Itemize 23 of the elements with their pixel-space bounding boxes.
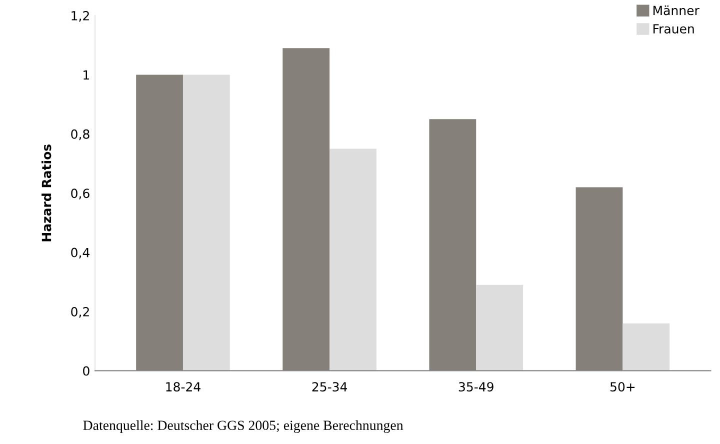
legend-label: Männer: [653, 6, 700, 16]
bar: [330, 148, 376, 371]
x-tick-label: 35-49: [458, 382, 494, 392]
bar: [576, 187, 623, 371]
bar: [136, 74, 183, 371]
y-tick-label: 0,6: [71, 188, 90, 200]
y-tick-label: 0,8: [71, 129, 90, 140]
x-tick-label: 18-24: [166, 382, 200, 392]
x-tick-label: 50+: [610, 382, 635, 392]
x-tick-label: 25-34: [312, 382, 348, 392]
y-axis-title: Hazard Ratios: [42, 144, 52, 242]
legend-label: Frauen: [653, 24, 694, 34]
y-tick-label: 1: [84, 70, 90, 80]
y-tick-label: 0,4: [71, 248, 90, 259]
text: Datenquelle: Deutscher GGS 2005; eigene Berechnungen: [83, 420, 404, 433]
bar: [182, 74, 230, 371]
bar: [282, 48, 330, 371]
bar: [429, 119, 476, 371]
y-tick-label: 1,2: [72, 11, 89, 22]
y-tick-label: 0,2: [71, 307, 89, 318]
bar: [622, 323, 670, 371]
bar: [476, 284, 524, 371]
y-tick-label: 0: [83, 366, 90, 376]
